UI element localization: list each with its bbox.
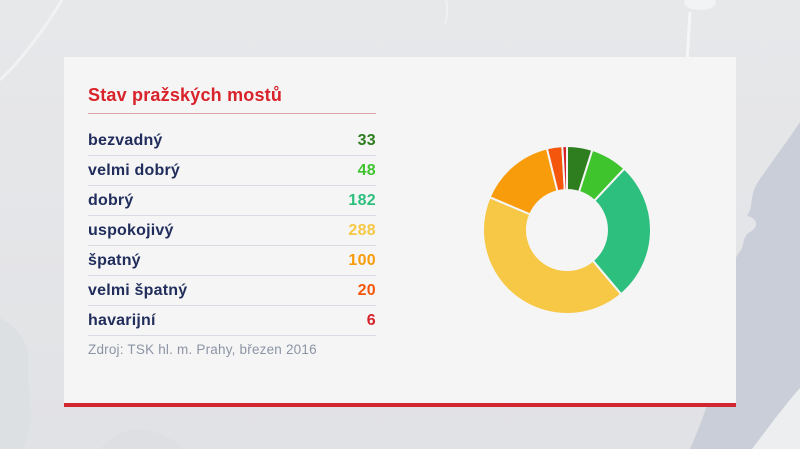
map-arc-top-left xyxy=(0,0,64,82)
row-label: havarijní xyxy=(88,311,156,329)
donut-segment-dobrý xyxy=(591,167,652,296)
row-value: 100 xyxy=(348,251,376,269)
map-shape-bottom-center xyxy=(100,429,185,449)
map-highlight-top xyxy=(684,0,716,10)
table-row: dobrý 182 xyxy=(88,186,376,216)
bridge-status-table: bezvadný 33 velmi dobrý 48 dobrý 182 usp… xyxy=(88,126,376,336)
map-shape-bottom-left xyxy=(0,318,31,449)
row-label: velmi dobrý xyxy=(88,161,181,179)
card-title: Stav pražských mostů xyxy=(88,85,283,105)
title-underline xyxy=(88,113,376,114)
row-label: bezvadný xyxy=(88,131,163,149)
row-value: 33 xyxy=(357,131,376,149)
row-value: 288 xyxy=(348,221,376,239)
row-label: uspokojivý xyxy=(88,221,174,239)
table-row: bezvadný 33 xyxy=(88,126,376,156)
row-value: 48 xyxy=(357,161,376,179)
table-row: velmi špatný 20 xyxy=(88,276,376,306)
row-value: 182 xyxy=(348,191,376,209)
table-row: uspokojivý 288 xyxy=(88,216,376,246)
row-value: 6 xyxy=(366,311,376,329)
source-note: Zdroj: TSK hl. m. Prahy, březen 2016 xyxy=(88,342,317,357)
bottom-accent-bar xyxy=(64,403,736,407)
table-row: špatný 100 xyxy=(88,246,376,276)
map-wedge-bottom-right xyxy=(752,388,800,449)
info-card: Stav pražských mostů bezvadný 33 velmi d… xyxy=(64,57,736,403)
row-label: velmi špatný xyxy=(88,281,188,299)
row-label: špatný xyxy=(88,251,141,269)
map-meridian-line-2 xyxy=(444,0,449,25)
row-label: dobrý xyxy=(88,191,134,209)
row-value: 20 xyxy=(357,281,376,299)
donut-chart xyxy=(482,144,652,315)
donut-segment-havarijní xyxy=(561,144,568,192)
map-continent-right xyxy=(690,122,800,449)
map-meridian-line xyxy=(685,11,692,63)
table-row: havarijní 6 xyxy=(88,306,376,336)
donut-segment-uspokojivý xyxy=(482,196,623,315)
table-row: velmi dobrý 48 xyxy=(88,156,376,186)
